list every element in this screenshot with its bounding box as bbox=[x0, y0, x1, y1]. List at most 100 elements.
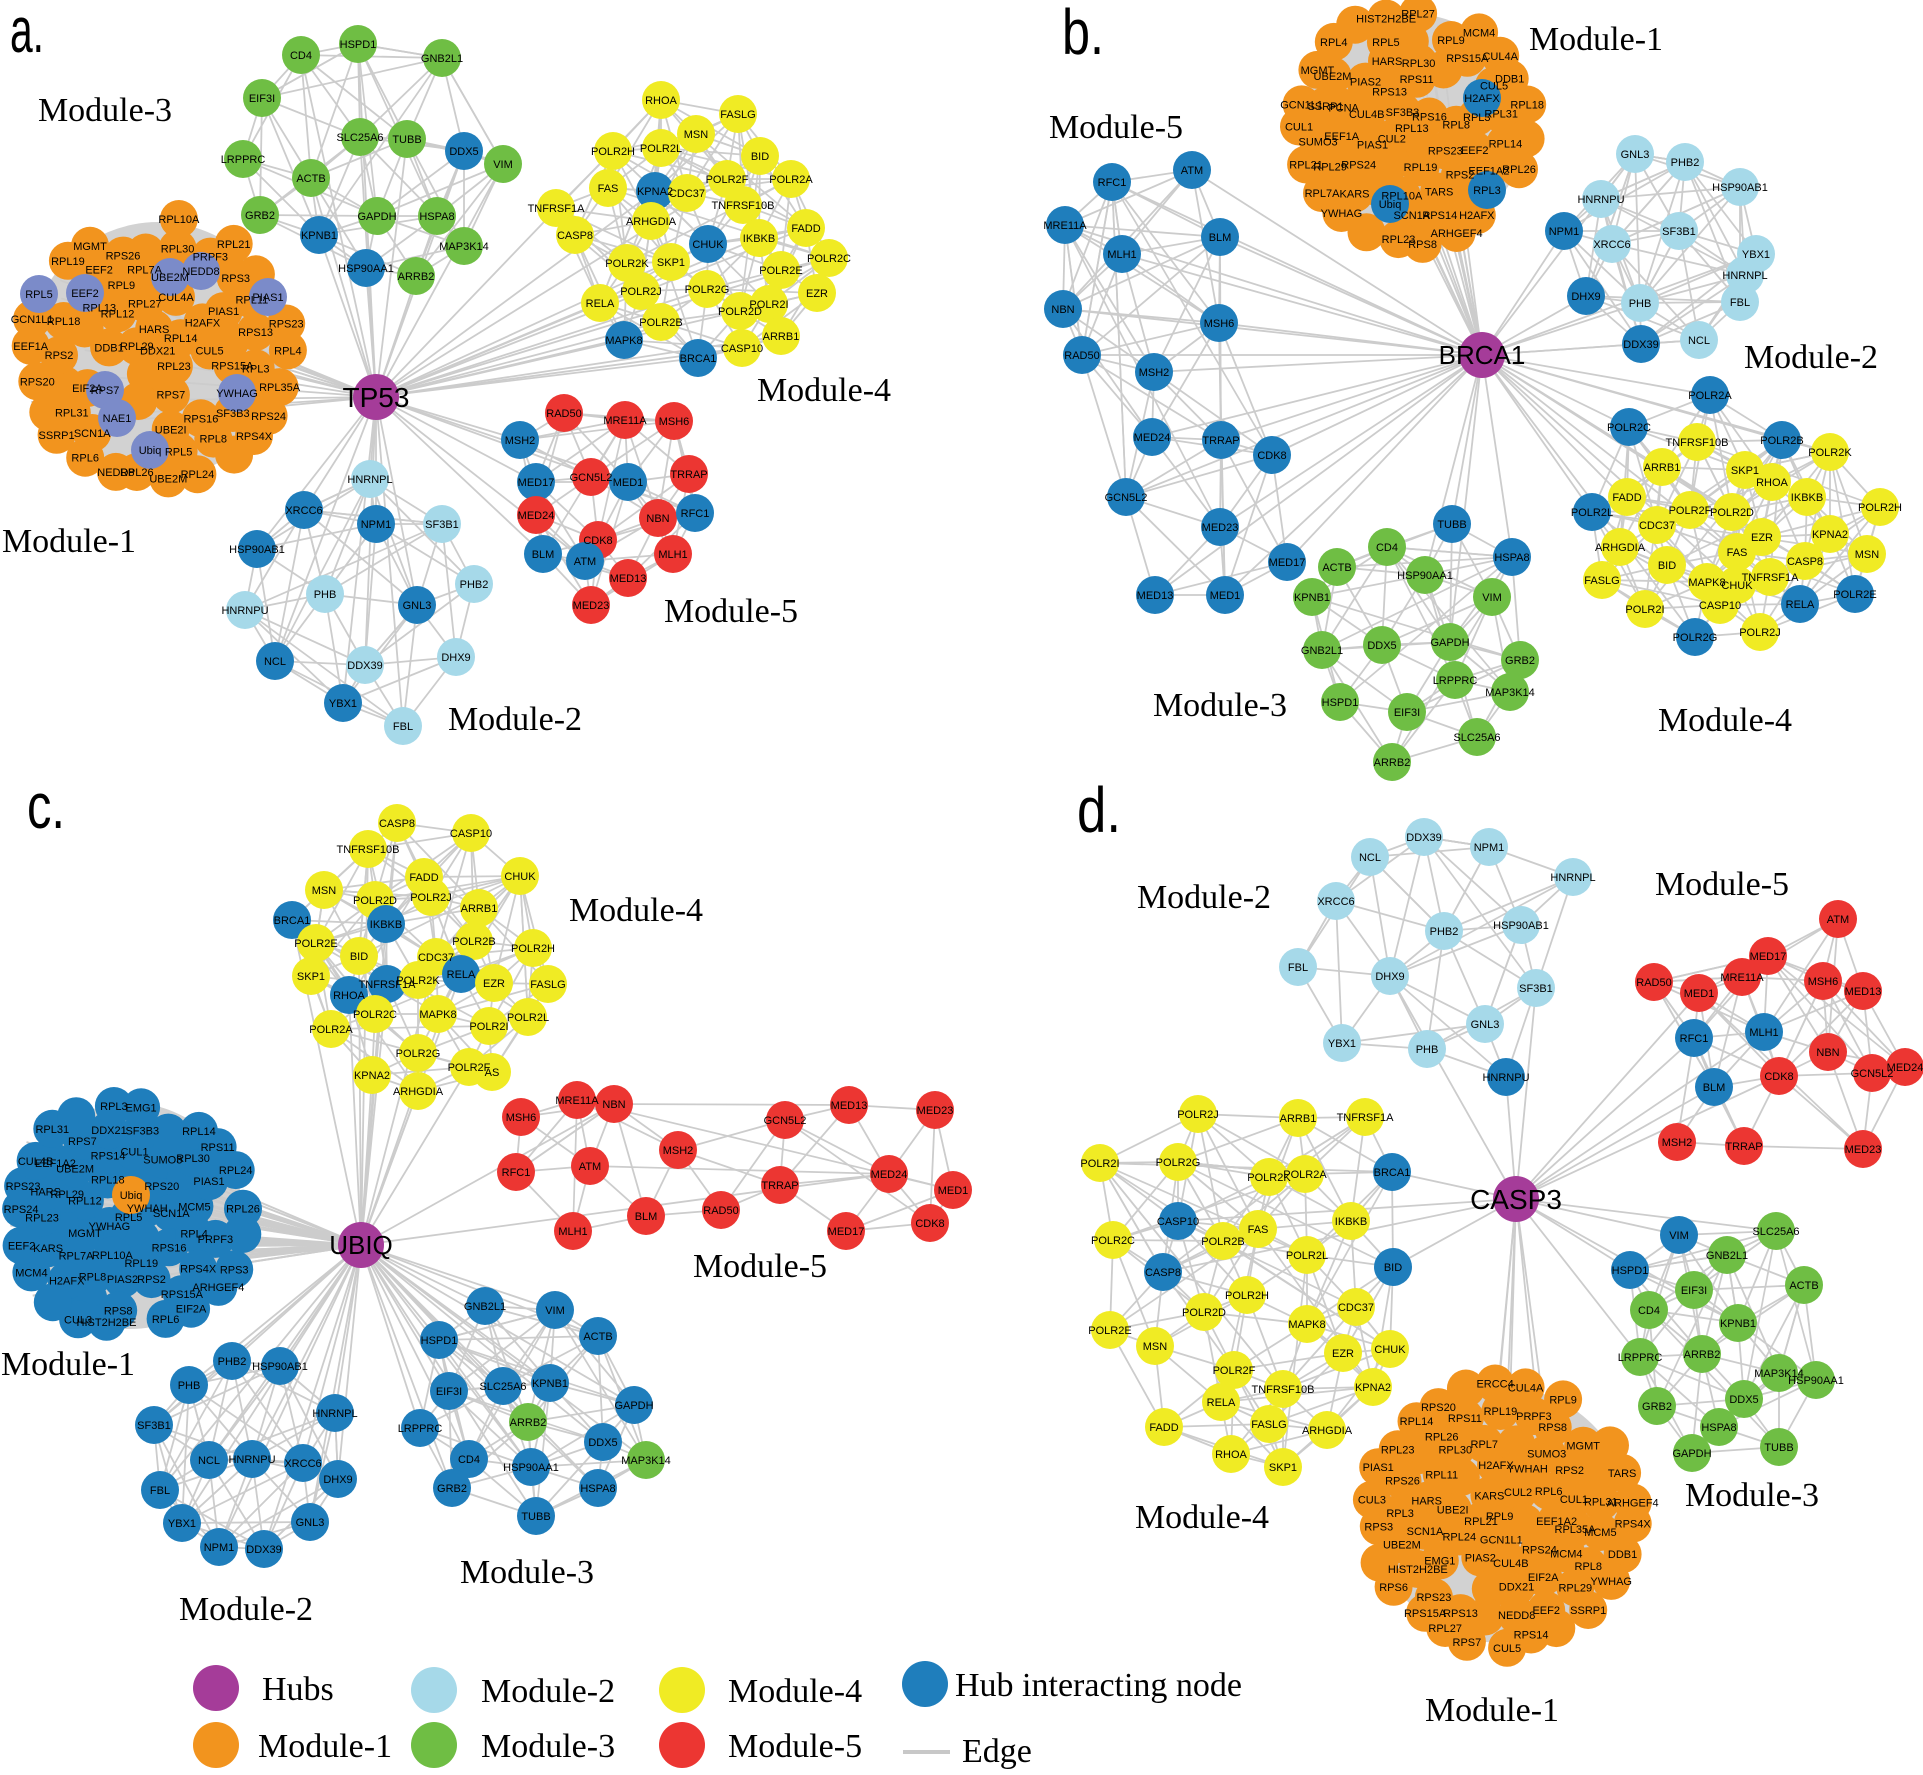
svg-text:RPS20: RPS20 bbox=[1421, 1402, 1456, 1414]
svg-text:CUL4A: CUL4A bbox=[1482, 51, 1518, 63]
svg-text:RPS4X: RPS4X bbox=[236, 431, 273, 443]
svg-text:RPS15A: RPS15A bbox=[211, 361, 254, 373]
svg-text:RPL23: RPL23 bbox=[1381, 1444, 1415, 1456]
svg-text:MRE11A: MRE11A bbox=[603, 415, 647, 427]
svg-text:IKBKB: IKBKB bbox=[370, 919, 402, 931]
svg-text:ARHGEF4: ARHGEF4 bbox=[1431, 228, 1483, 240]
svg-text:RPL4: RPL4 bbox=[180, 1229, 208, 1241]
svg-text:TNFRSF10B: TNFRSF10B bbox=[1252, 1384, 1315, 1396]
svg-text:FADD: FADD bbox=[791, 223, 820, 235]
svg-text:MGMT: MGMT bbox=[1566, 1441, 1600, 1453]
svg-text:PRPF3: PRPF3 bbox=[1516, 1411, 1551, 1423]
svg-text:CASP8: CASP8 bbox=[1787, 556, 1823, 568]
svg-text:PRPF3: PRPF3 bbox=[193, 252, 228, 264]
svg-text:RFC1: RFC1 bbox=[1098, 177, 1127, 189]
svg-text:NBN: NBN bbox=[646, 513, 669, 525]
svg-text:DDB1: DDB1 bbox=[94, 342, 123, 354]
svg-text:MRE11A: MRE11A bbox=[1720, 972, 1764, 984]
svg-text:GCN5L2: GCN5L2 bbox=[570, 472, 613, 484]
svg-text:BLM: BLM bbox=[1209, 232, 1232, 244]
svg-text:RPS2: RPS2 bbox=[1446, 170, 1475, 182]
svg-text:TUBB: TUBB bbox=[1764, 1442, 1793, 1454]
svg-text:Module-5: Module-5 bbox=[1049, 109, 1183, 146]
svg-text:FADD: FADD bbox=[409, 872, 438, 884]
svg-text:ARHGDIA: ARHGDIA bbox=[1302, 1425, 1353, 1437]
svg-text:XRCC6: XRCC6 bbox=[1317, 896, 1354, 908]
svg-text:CUL3: CUL3 bbox=[64, 1314, 92, 1326]
svg-text:MED17: MED17 bbox=[1750, 951, 1787, 963]
svg-text:POLR2D: POLR2D bbox=[1182, 1307, 1226, 1319]
svg-text:DDX21: DDX21 bbox=[1499, 1581, 1534, 1593]
svg-text:RPL35A: RPL35A bbox=[259, 382, 301, 394]
svg-text:MED24: MED24 bbox=[1134, 432, 1171, 444]
svg-text:EZR: EZR bbox=[483, 978, 505, 990]
svg-text:RPS15A: RPS15A bbox=[1446, 53, 1489, 65]
svg-text:CUL5: CUL5 bbox=[1493, 1643, 1521, 1655]
svg-text:VIM: VIM bbox=[545, 1305, 565, 1317]
svg-text:RPS24: RPS24 bbox=[1522, 1544, 1557, 1556]
svg-text:RHOA: RHOA bbox=[1756, 477, 1788, 489]
svg-text:PHB: PHB bbox=[1629, 298, 1652, 310]
svg-text:AS: AS bbox=[485, 1067, 500, 1079]
svg-text:RELA: RELA bbox=[1786, 599, 1815, 611]
svg-text:MSH2: MSH2 bbox=[663, 1145, 694, 1157]
svg-text:Module-2: Module-2 bbox=[481, 1673, 615, 1710]
svg-text:CDC37: CDC37 bbox=[418, 952, 454, 964]
svg-text:RPS23: RPS23 bbox=[269, 319, 304, 331]
svg-text:MED13: MED13 bbox=[610, 573, 647, 585]
svg-text:SSRP1: SSRP1 bbox=[39, 430, 75, 442]
svg-text:FBL: FBL bbox=[393, 721, 413, 733]
svg-text:RPL9: RPL9 bbox=[1437, 35, 1465, 47]
svg-text:DDX5: DDX5 bbox=[449, 146, 478, 158]
svg-text:ARRB2: ARRB2 bbox=[1684, 1349, 1721, 1361]
svg-text:RPS15A: RPS15A bbox=[161, 1289, 204, 1301]
svg-text:MED1: MED1 bbox=[938, 1185, 969, 1197]
svg-text:TNFRSF10B: TNFRSF10B bbox=[1666, 437, 1729, 449]
svg-text:POLR2C: POLR2C bbox=[1607, 422, 1651, 434]
svg-text:MED23: MED23 bbox=[1845, 1144, 1882, 1156]
svg-text:H2AFX: H2AFX bbox=[1464, 93, 1500, 105]
svg-text:RPL24: RPL24 bbox=[219, 1165, 253, 1177]
svg-text:MGMT: MGMT bbox=[1301, 65, 1335, 77]
svg-text:NAE1: NAE1 bbox=[103, 413, 132, 425]
svg-text:RELA: RELA bbox=[586, 298, 615, 310]
svg-text:RPS7: RPS7 bbox=[91, 385, 120, 397]
svg-text:MSH2: MSH2 bbox=[1662, 1137, 1693, 1149]
svg-text:DDB1: DDB1 bbox=[1608, 1549, 1637, 1561]
svg-text:XRCC6: XRCC6 bbox=[285, 505, 322, 517]
svg-text:RPS24: RPS24 bbox=[1341, 160, 1376, 172]
svg-text:DDB1: DDB1 bbox=[1495, 74, 1524, 86]
svg-text:ARRB1: ARRB1 bbox=[1644, 462, 1681, 474]
svg-text:CUL4A: CUL4A bbox=[1508, 1382, 1544, 1394]
svg-text:MSN: MSN bbox=[1855, 549, 1880, 561]
svg-text:RPL5: RPL5 bbox=[115, 1212, 143, 1224]
svg-text:NCL: NCL bbox=[198, 1455, 220, 1467]
svg-text:RPL24: RPL24 bbox=[181, 469, 215, 481]
svg-text:RPL29: RPL29 bbox=[1558, 1582, 1592, 1594]
svg-text:HSP90AB1: HSP90AB1 bbox=[252, 1361, 308, 1373]
svg-text:RPL19: RPL19 bbox=[51, 256, 85, 268]
svg-text:POLR2K: POLR2K bbox=[396, 975, 440, 987]
svg-text:ARHGDIA: ARHGDIA bbox=[393, 1086, 444, 1098]
svg-text:CUL2: CUL2 bbox=[1504, 1487, 1532, 1499]
svg-text:CDK8: CDK8 bbox=[915, 1218, 944, 1230]
svg-text:RPS11: RPS11 bbox=[201, 1142, 235, 1154]
svg-text:RPL21: RPL21 bbox=[1289, 160, 1323, 172]
svg-text:TUBB: TUBB bbox=[392, 134, 421, 146]
svg-text:MED13: MED13 bbox=[1845, 986, 1882, 998]
svg-text:MED24: MED24 bbox=[871, 1169, 908, 1181]
svg-text:MED17: MED17 bbox=[518, 477, 555, 489]
svg-text:POLR2F: POLR2F bbox=[706, 174, 749, 186]
svg-text:POLR2F: POLR2F bbox=[1213, 1365, 1256, 1377]
svg-text:RPL30: RPL30 bbox=[1402, 58, 1436, 70]
svg-text:NCL: NCL bbox=[1359, 852, 1381, 864]
svg-text:RPL18: RPL18 bbox=[47, 316, 81, 328]
svg-text:KPNA2: KPNA2 bbox=[1812, 529, 1848, 541]
svg-text:DDX39: DDX39 bbox=[347, 660, 382, 672]
svg-text:ATM: ATM bbox=[1827, 914, 1849, 926]
svg-text:CUL5: CUL5 bbox=[195, 346, 223, 358]
svg-text:POLR2I: POLR2I bbox=[469, 1021, 508, 1033]
svg-text:EIF3I: EIF3I bbox=[1394, 707, 1420, 719]
svg-text:POLR2H: POLR2H bbox=[511, 943, 555, 955]
svg-text:RPL7A: RPL7A bbox=[59, 1251, 95, 1263]
